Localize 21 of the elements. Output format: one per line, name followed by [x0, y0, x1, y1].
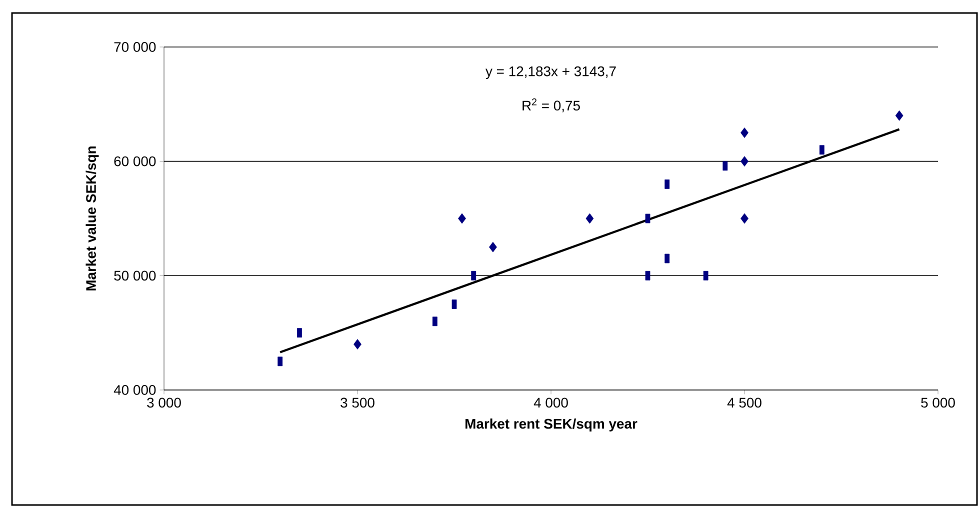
annotation: R$^{2}$ = 0,75 — [522, 98, 580, 112]
y-axis-title: Market value SEK/sqn — [86, 146, 99, 290]
x-tick-label: 5 000 — [921, 398, 955, 408]
point — [586, 213, 594, 224]
y-tick-label: 50 000 — [114, 270, 156, 281]
y-tick-label: 40 000 — [114, 385, 156, 395]
annotation: y = 12,183x + 3143,7 — [486, 66, 616, 80]
point — [354, 339, 362, 350]
point — [895, 110, 904, 121]
x-tick-label: 4 500 — [727, 398, 762, 408]
point — [740, 156, 748, 167]
point — [740, 213, 748, 224]
x-tick-label: 4 000 — [534, 398, 568, 408]
y-tick-label: 70 000 — [114, 42, 156, 52]
x-axis-title: Market rent SEK/sqm year — [466, 418, 638, 432]
point — [458, 213, 466, 224]
point — [489, 242, 497, 252]
y-tick-label: 60 000 — [114, 156, 156, 166]
point — [740, 128, 748, 138]
x-tick-label: 3 500 — [340, 398, 374, 408]
x-tick-label: 3 000 — [147, 398, 181, 408]
